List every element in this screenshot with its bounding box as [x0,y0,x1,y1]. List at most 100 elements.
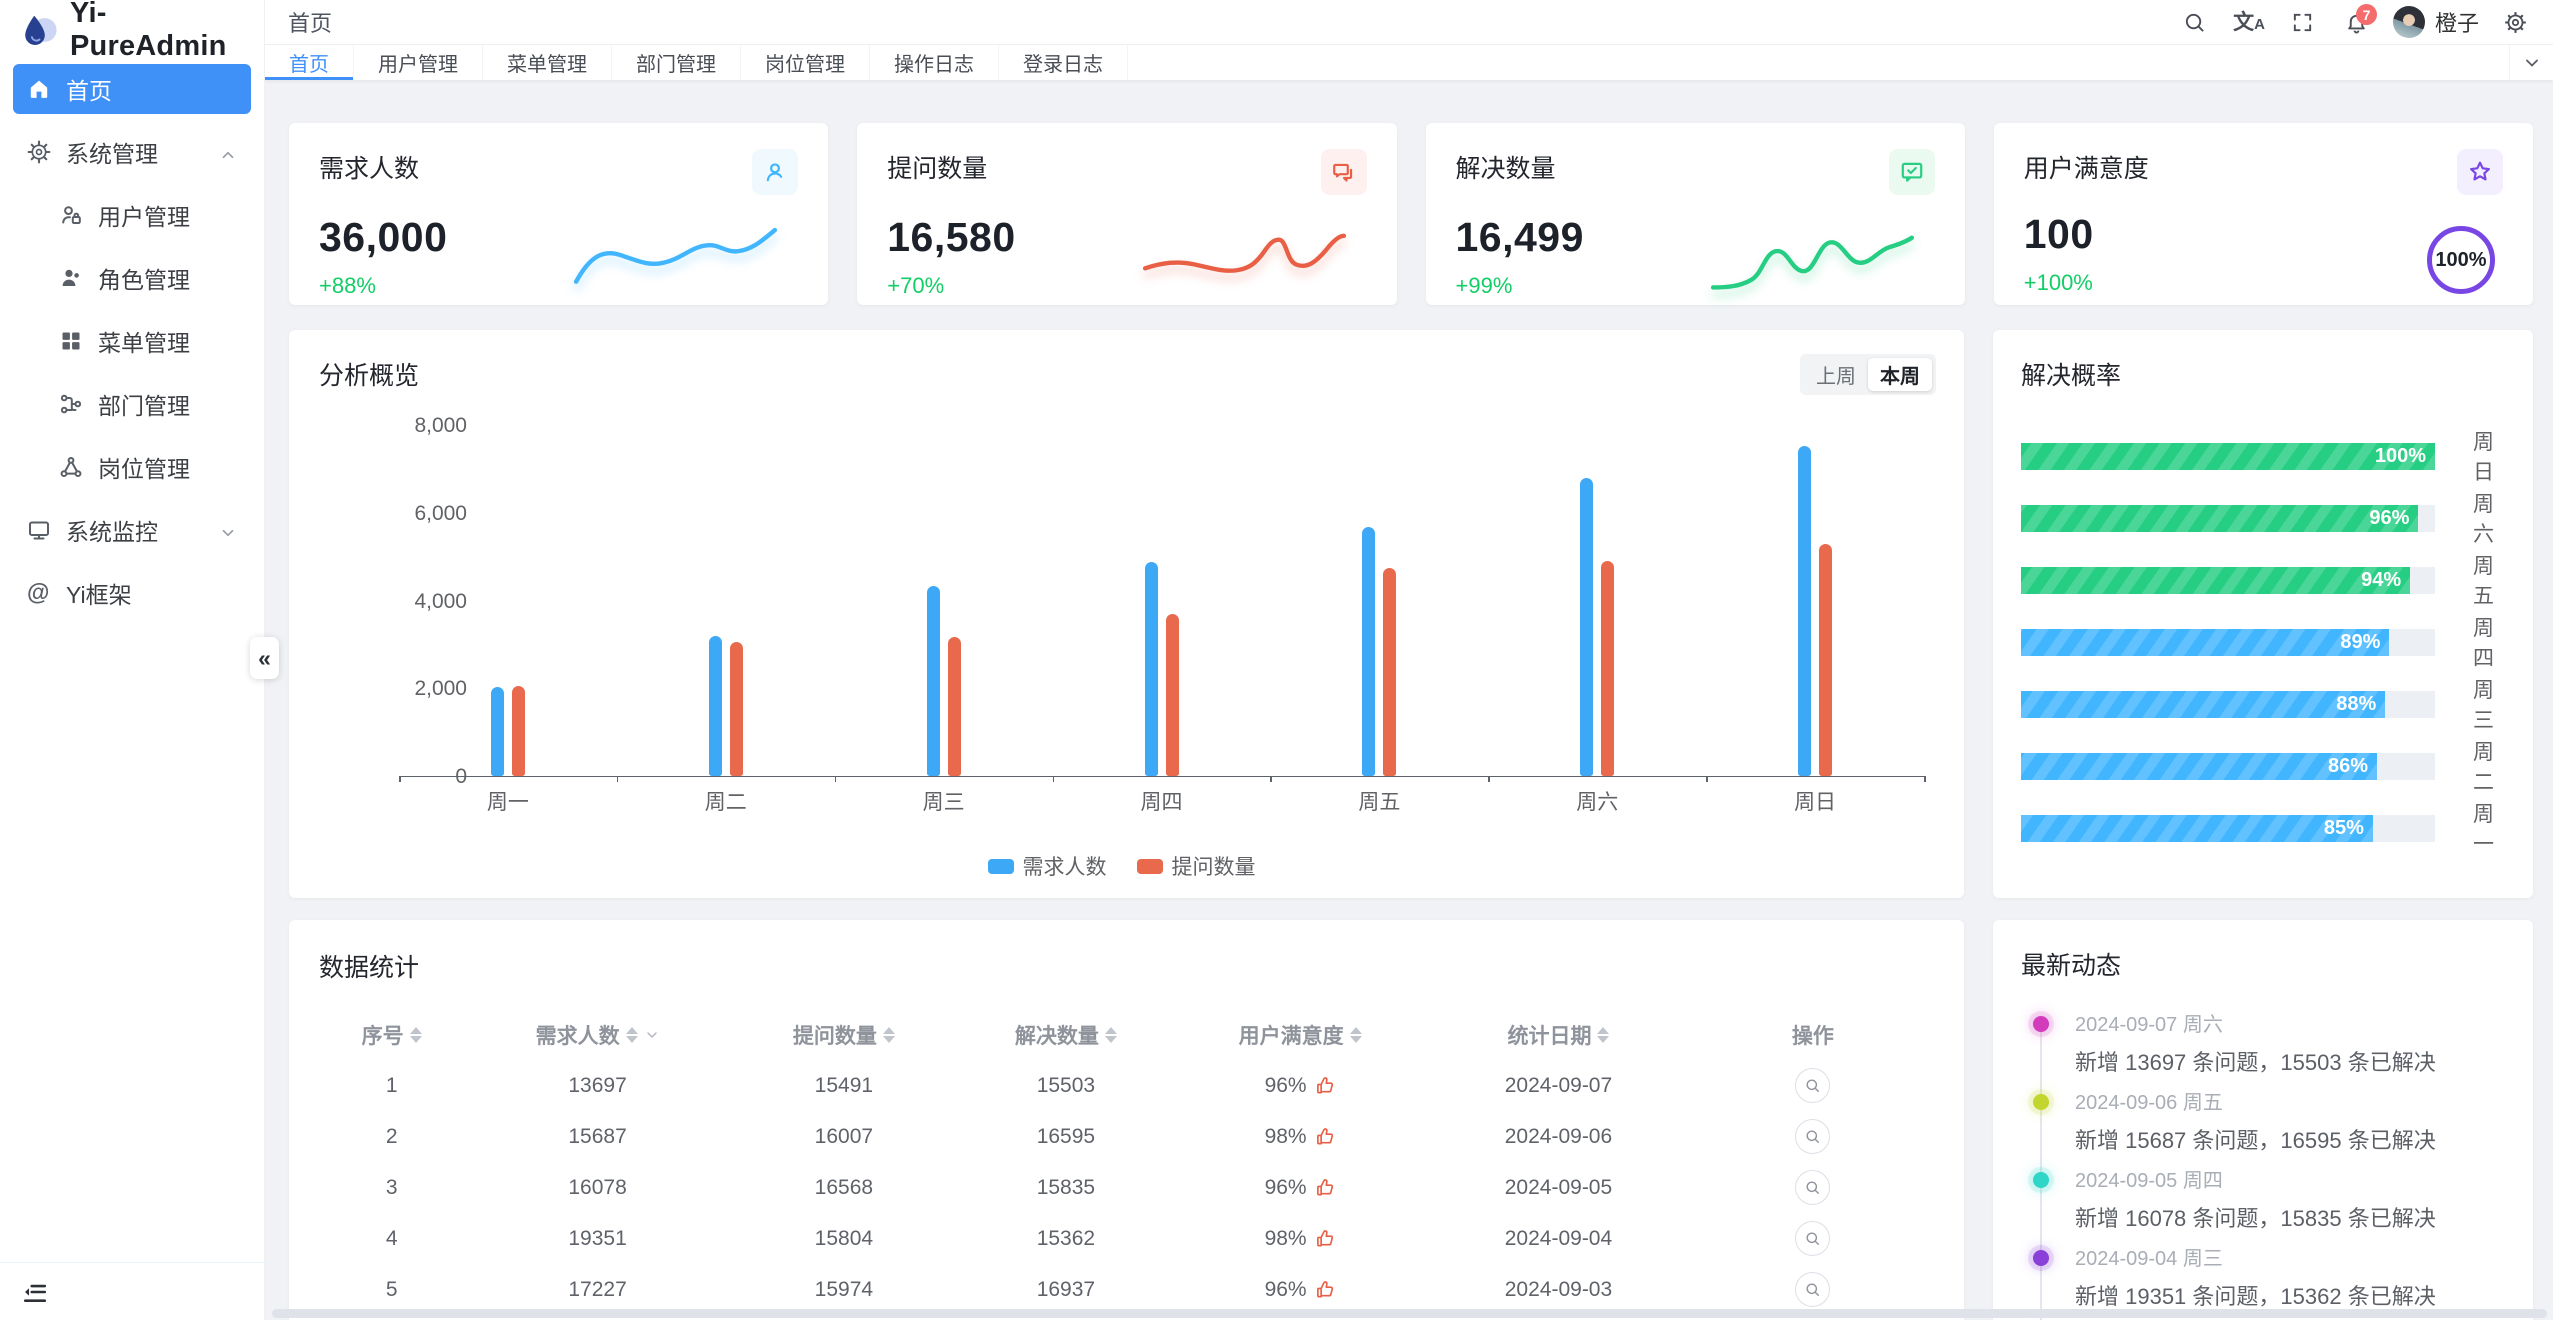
solve-rate-row-周一: 85% 周一 [2021,798,2505,858]
notification-bell-icon[interactable]: 7 [2335,3,2379,41]
settings-gear-icon[interactable] [2493,3,2537,41]
sidebar-item-部门管理[interactable]: 部门管理 [13,379,251,429]
tab-首页[interactable]: 首页 [265,45,354,80]
row-detail-button[interactable] [1795,1170,1831,1205]
stat-card-title: 提问数量 [887,155,988,183]
solve-rate-row-周三: 88% 周三 [2021,674,2505,734]
sidebar-item-首页[interactable]: 首页 [13,64,251,114]
row-detail-button[interactable] [1795,1272,1831,1307]
satisfaction-value: 98% [1264,1124,1307,1148]
progress-label: 85% [2323,816,2364,839]
progress-day-label: 周二 [2473,741,2494,794]
row-detail-button[interactable] [1795,1221,1831,1256]
column-header-解决数量[interactable]: 解决数量 [957,1020,1175,1050]
sidebar-item-label: 部门管理 [98,393,190,419]
progress-fill: 100% [2021,442,2435,470]
translate-icon[interactable]: 文A [2233,10,2265,34]
timeline-dot [2033,1094,2049,1110]
column-header-序号[interactable]: 序号 [319,1020,464,1050]
bar-需求人数-周六 [1580,477,1594,776]
tab-菜单管理[interactable]: 菜单管理 [483,45,612,80]
fullscreen-icon[interactable] [2281,3,2325,41]
x-axis-tick [1270,776,1272,782]
stat-card-chip [752,149,799,195]
tab-用户管理[interactable]: 用户管理 [354,45,483,80]
x-axis-label: 周一 [486,791,529,814]
sidebar-item-系统管理[interactable]: 系统管理 [13,127,251,177]
stat-card-value: 16,499 [1455,214,1584,260]
timeline-item: 2024-09-05 周四 新增 16078 条问题，15835 条已解决 [2033,1164,2505,1242]
app-logo[interactable]: Yi-PureAdmin [0,0,264,62]
row-detail-button[interactable] [1795,1119,1831,1154]
progress-fill: 88% [2021,690,2386,718]
column-header-统计日期[interactable]: 统计日期 [1425,1020,1691,1050]
latest-activity-title: 最新动态 [2021,952,2122,980]
sidebar-item-岗位管理[interactable]: 岗位管理 [13,442,251,492]
sidebar-item-label: 菜单管理 [98,330,190,356]
progress-day-label: 周五 [2473,555,2494,608]
satisfaction-ring: 100% [2427,226,2495,294]
stat-card-title: 用户满意度 [2023,155,2149,183]
bar-需求人数-周四 [1144,561,1158,776]
cell-solved: 15835 [1036,1175,1096,1199]
timeline-item: 2024-09-06 周五 新增 15687 条问题，16595 条已解决 [2033,1086,2505,1164]
column-header-需求人数[interactable]: 需求人数 [464,1020,730,1050]
user-menu[interactable]: 橙子 [2389,6,2483,38]
chevron-down-icon[interactable] [644,1027,660,1043]
sidebar-item-系统监控[interactable]: 系统监控 [13,505,251,555]
cell-date: 2024-09-04 [1504,1226,1613,1250]
stat-card-numbers: 100 +100% [2024,211,2094,296]
top-header: 首页 文A 7 橙子 [265,0,2553,45]
sidebar-item-菜单管理[interactable]: 菜单管理 [13,316,251,366]
column-label: 需求人数 [535,1025,620,1048]
timeline-dot [2033,1016,2049,1032]
data-statistics-title: 数据统计 [319,954,420,982]
stat-card-bottom: 16,499 +99% [1456,211,1935,299]
legend-提问数量[interactable]: 提问数量 [1136,851,1256,881]
cell-date: 2024-09-07 [1504,1073,1613,1097]
column-header-用户满意度[interactable]: 用户满意度 [1175,1020,1425,1050]
sidebar-collapse-button[interactable]: « [250,637,279,679]
tab-登录日志[interactable]: 登录日志 [999,45,1128,80]
sidebar-item-Yi框架[interactable]: @ Yi框架 [13,568,251,618]
menu-fold-icon[interactable] [22,1279,48,1305]
bar-提问数量-周一 [511,686,525,776]
toggle-本周[interactable]: 本周 [1868,358,1932,391]
progress-track: 96% [2021,504,2435,532]
bar-提问数量-周日 [1819,543,1833,776]
legend-需求人数[interactable]: 需求人数 [987,851,1107,881]
progress-label: 86% [2328,754,2369,777]
toggle-上周[interactable]: 上周 [1816,366,1856,388]
tab-岗位管理[interactable]: 岗位管理 [741,45,870,80]
cell-satisfaction: 96% [1175,1074,1425,1098]
tabs-dropdown-button[interactable] [2509,45,2553,80]
stat-card-top: 提问数量 [887,149,1367,195]
sidebar-item-角色管理[interactable]: 角色管理 [13,253,251,303]
cell-index: 2 [385,1124,398,1148]
horizontal-scrollbar[interactable] [272,1309,2547,1318]
stat-card-value: 36,000 [319,214,448,260]
progress-day-label: 周四 [2473,617,2494,670]
tab-操作日志[interactable]: 操作日志 [870,45,999,80]
content: 需求人数 36,000 +88% 提问数量 16,580 +70% 解决数量 16,499 +9… [265,81,2553,1320]
tab-部门管理[interactable]: 部门管理 [612,45,741,80]
progress-fill: 86% [2021,752,2378,780]
search-icon[interactable] [2173,3,2217,41]
sort-carets-icon [1597,1027,1610,1043]
solve-rate-title: 解决概率 [2021,362,2122,390]
chevron-up-icon [219,143,237,161]
message-check-icon [1899,159,1925,185]
breadcrumb[interactable]: 首页 [288,11,333,36]
sidebar-item-label: 角色管理 [98,267,190,293]
app-name: Yi-PureAdmin [70,0,227,62]
stat-card-sparkline [1122,211,1367,297]
stat-card-title: 需求人数 [319,155,420,183]
sidebar-item-用户管理[interactable]: 用户管理 [13,190,251,240]
stat-card-chip [1888,149,1935,195]
column-label: 序号 [361,1025,404,1048]
stat-card-提问数量: 提问数量 16,580 +70% [857,123,1397,305]
row-detail-button[interactable] [1795,1068,1831,1103]
solve-rate-row-周五: 94% 周五 [2021,550,2505,610]
cell-operation [1692,1221,1934,1256]
column-header-提问数量[interactable]: 提问数量 [731,1020,957,1050]
